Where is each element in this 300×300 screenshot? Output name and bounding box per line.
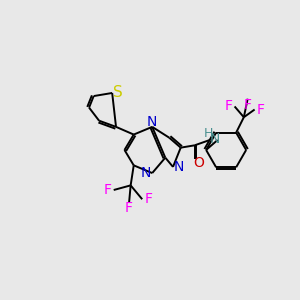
Text: O: O — [194, 156, 205, 170]
Text: N: N — [141, 166, 151, 180]
Text: F: F — [257, 103, 265, 116]
Text: F: F — [103, 183, 112, 197]
Text: F: F — [244, 98, 252, 112]
Text: N: N — [174, 160, 184, 174]
Text: S: S — [113, 85, 123, 100]
Text: F: F — [224, 99, 232, 113]
Text: H: H — [204, 127, 213, 140]
Text: N: N — [147, 115, 158, 129]
Text: F: F — [144, 192, 152, 206]
Text: N: N — [209, 132, 220, 146]
Text: F: F — [125, 202, 133, 215]
